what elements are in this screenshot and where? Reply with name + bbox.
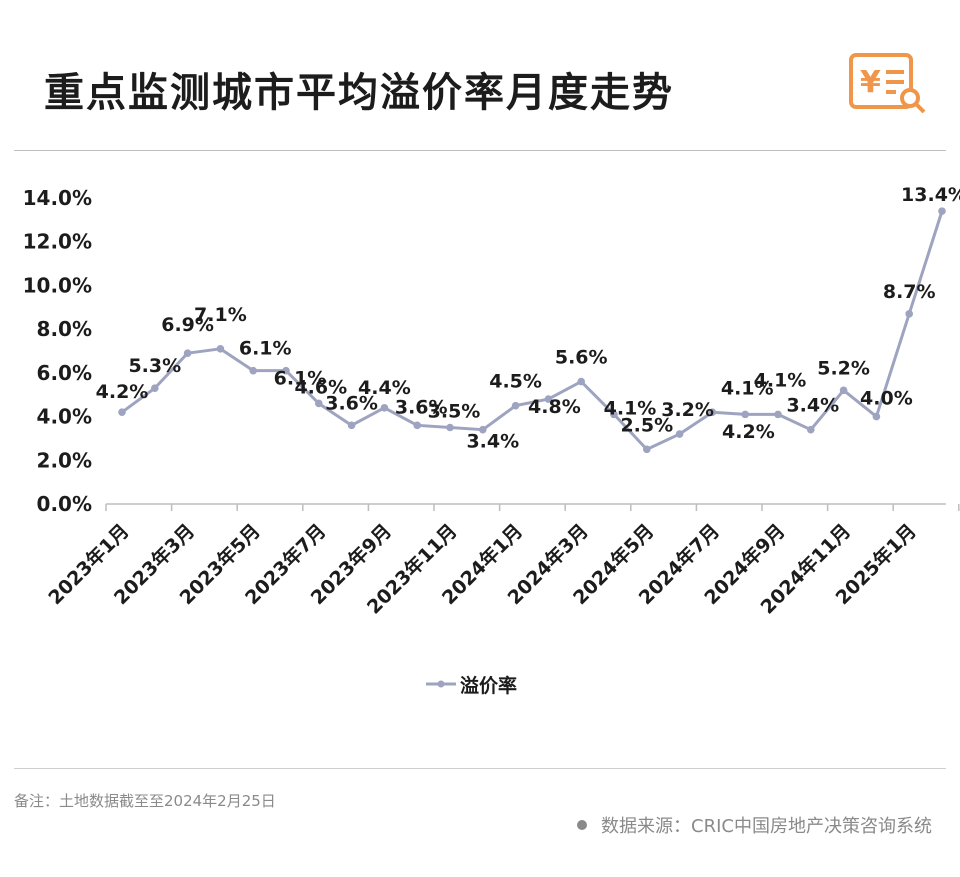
data-point: [413, 421, 422, 430]
data-point: [905, 310, 913, 318]
data-point: [839, 386, 848, 395]
title-divider: [14, 150, 946, 151]
data-point: [249, 366, 257, 375]
data-label: 7.1%: [194, 304, 247, 326]
data-label: 3.4%: [786, 395, 839, 417]
data-label: 5.2%: [817, 357, 870, 379]
data-label: 4.4%: [358, 377, 411, 399]
data-label: 4.1%: [604, 397, 657, 419]
data-point: [938, 207, 946, 215]
source-text: 数据来源：CRIC中国房地产决策咨询系统: [601, 816, 932, 837]
line-chart: 0.0%2.0%4.0%6.0%8.0%10.0%12.0%14.0%2023年…: [23, 184, 960, 618]
data-label: 6.1%: [239, 338, 292, 360]
y-tick-label: 12.0%: [23, 230, 92, 254]
series-line: [121, 210, 944, 451]
data-label: 3.4%: [466, 431, 519, 453]
footnote: 备注：土地数据截至至2024年2月25日: [14, 792, 276, 810]
data-point: [216, 345, 225, 353]
data-label: 4.0%: [860, 388, 913, 410]
data-label: 4.2%: [96, 381, 149, 403]
data-label: 4.1%: [721, 377, 774, 399]
data-label: 6.1%: [274, 368, 327, 390]
data-point: [807, 425, 815, 434]
data-point: [282, 366, 290, 375]
data-label: 5.3%: [128, 355, 181, 377]
data-point: [183, 349, 192, 357]
data-point: [511, 401, 520, 410]
data-point: [708, 408, 717, 416]
data-label: 3.2%: [661, 399, 714, 421]
data-label: 6.9%: [161, 314, 214, 336]
data-point: [479, 425, 487, 434]
data-point: [380, 404, 389, 412]
data-label: 3.6%: [395, 396, 448, 418]
footer-divider: [14, 768, 946, 769]
data-point: [610, 410, 618, 419]
y-tick-label: 6.0%: [37, 361, 92, 385]
legend-line-marker: [426, 680, 456, 688]
data-point: [118, 408, 126, 416]
data-label: 4.2%: [722, 421, 775, 443]
data-point: [774, 410, 782, 419]
data-point: [315, 399, 323, 408]
data-label: 4.8%: [528, 396, 581, 418]
data-point: [544, 395, 553, 403]
y-tick-label: 4.0%: [37, 405, 92, 429]
y-tick-label: 8.0%: [37, 317, 92, 341]
data-label: 3.6%: [325, 392, 378, 414]
data-point: [643, 445, 651, 454]
y-tick-label: 2.0%: [37, 448, 92, 472]
data-label: 13.4%: [901, 184, 960, 206]
data-label: 4.5%: [489, 371, 542, 393]
data-label: 4.1%: [754, 369, 807, 391]
y-tick-label: 10.0%: [23, 273, 92, 297]
data-point: [675, 430, 684, 438]
data-label: 3.5%: [428, 401, 481, 423]
data-label: 4.6%: [294, 376, 347, 398]
data-point: [577, 377, 585, 386]
legend-label: 溢价率: [460, 674, 518, 697]
chart-title: 重点监测城市平均溢价率月度走势: [44, 70, 674, 116]
y-tick-label: 0.0%: [37, 492, 92, 516]
data-point: [347, 421, 356, 430]
data-label: 5.6%: [555, 347, 608, 369]
data-point: [872, 412, 881, 421]
receipt-search-icon: ¥: [849, 53, 926, 114]
data-point: [741, 410, 749, 419]
data-point: [446, 423, 454, 432]
svg-text:¥: ¥: [860, 65, 881, 100]
chart-legend: 溢价率: [426, 672, 518, 697]
bullet-icon: [577, 820, 588, 830]
data-label: 2.5%: [620, 414, 673, 436]
y-tick-label: 14.0%: [23, 186, 92, 210]
data-point: [151, 384, 159, 392]
data-label: 8.7%: [883, 281, 936, 303]
source-line: 数据来源：CRIC中国房地产决策咨询系统: [577, 812, 932, 838]
